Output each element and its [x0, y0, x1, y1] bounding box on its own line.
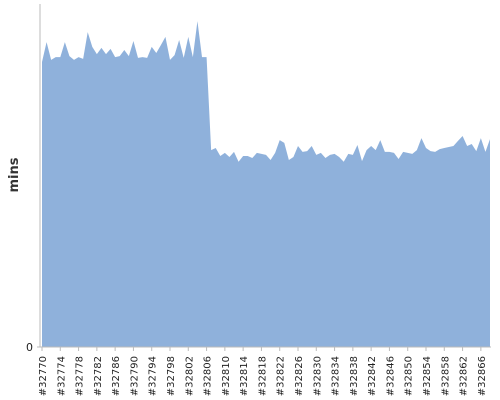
x-tick-label: #32782 [93, 356, 104, 396]
x-tick-label: #32818 [257, 356, 268, 396]
y-axis-label: mins [7, 157, 22, 192]
area [42, 21, 490, 348]
x-tick-label: #32838 [349, 356, 360, 396]
x-tick-label: #32786 [111, 356, 122, 396]
x-tick-label: #32866 [477, 356, 488, 396]
x-tick-label: #32778 [75, 356, 86, 396]
x-tick-label: #32794 [148, 356, 159, 396]
x-tick-label: #32854 [422, 356, 433, 396]
x-tick-label: #32826 [294, 356, 305, 396]
x-tick-label: #32858 [440, 356, 451, 396]
x-tick-label: #32806 [203, 356, 214, 396]
x-tick-label: #32822 [276, 356, 287, 396]
x-tick-label: #32834 [331, 356, 342, 396]
x-tick-label: #32790 [129, 356, 140, 396]
x-tick-label: #32830 [312, 356, 323, 396]
x-tick-label: #32774 [56, 356, 67, 396]
x-tick-label: #32798 [166, 356, 177, 396]
x-tick-label: #32850 [404, 356, 415, 396]
x-tick-label: #32802 [184, 356, 195, 396]
x-tick-label: #32814 [239, 356, 250, 396]
x-tick-label: #32862 [459, 356, 470, 396]
x-tick-label: #32810 [221, 356, 232, 396]
x-tick-label: #32770 [38, 356, 49, 396]
x-tick-label: #32842 [367, 356, 378, 396]
y-tick-label: 0 [26, 341, 33, 354]
x-tick-label: #32846 [385, 356, 396, 396]
